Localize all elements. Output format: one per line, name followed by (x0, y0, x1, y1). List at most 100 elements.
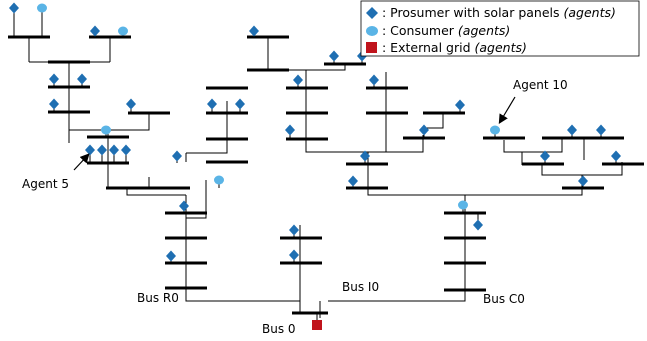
prosumer-icon (455, 99, 465, 111)
feeder-line-11 (126, 188, 186, 196)
prosumer-icon (578, 175, 588, 187)
legend-label: : External grid (382, 40, 474, 55)
legend-text-1: : Prosumer with solar panels (agents) (382, 5, 616, 20)
bus-bar-8 (128, 111, 170, 115)
consumer-icon (101, 125, 111, 135)
prosumer-icon (289, 224, 299, 236)
bus-c0-label: Bus C0 (483, 292, 525, 306)
bus-bar-38 (444, 236, 486, 240)
legend-box (360, 0, 640, 57)
prosumer-icon (166, 250, 176, 262)
bus-bar-12 (165, 236, 207, 240)
bus-bar-5 (48, 110, 90, 114)
bus-bar-21 (286, 86, 328, 90)
bus-i0-label: Bus I0 (342, 280, 379, 294)
prosumer-icon (121, 144, 131, 156)
feeder-line-21 (305, 140, 368, 153)
bus-bar-17 (206, 137, 248, 141)
bus-bar-14 (165, 286, 207, 290)
prosumer-icon (207, 98, 217, 110)
bus-bar-2 (89, 35, 131, 39)
prosumer-icon (540, 150, 550, 162)
feeder-line-6 (68, 122, 108, 131)
bus-bar-19 (247, 35, 289, 39)
prosumer-legend-icon (366, 7, 378, 19)
consumer-legend-icon (366, 26, 378, 36)
prosumer-icon (49, 98, 59, 110)
consumer-icon (458, 200, 468, 210)
bus-bar-39 (444, 261, 486, 265)
bus-bar-7 (87, 161, 129, 165)
bus-bar-20 (247, 68, 289, 72)
bus-bar-42 (280, 261, 322, 265)
bus-bar-23 (286, 137, 328, 141)
legend-text-3: : External grid (agents) (382, 40, 527, 55)
bus-r0-label: Bus R0 (137, 291, 179, 305)
bus-bar-37 (444, 211, 486, 215)
agent-10-label: Agent 10 (513, 78, 568, 92)
legend-agents-tag: (agents) (564, 5, 616, 20)
bus-bar-9 (106, 186, 148, 190)
bus-bar-25 (346, 162, 388, 166)
prosumer-icon (249, 25, 259, 37)
bus-bar-22 (286, 111, 328, 115)
feeder-line-8 (108, 113, 150, 131)
bus-bar-1 (8, 35, 50, 39)
prosumer-icon (77, 73, 87, 85)
bus-bar-36 (602, 162, 644, 166)
prosumer-icon (9, 2, 19, 14)
bus-bar-27 (366, 86, 408, 90)
feeder-line-9 (107, 152, 127, 189)
agent-5-label: Agent 5 (22, 177, 69, 191)
bus-bar-10 (148, 186, 190, 190)
prosumer-icon (369, 74, 379, 86)
bus-bar-3 (48, 60, 90, 64)
feeder-line-19 (306, 64, 346, 71)
feeder-line-29 (522, 138, 563, 153)
feeder-line-16 (186, 140, 228, 154)
prosumer-icon (329, 50, 339, 62)
prosumer-icon (126, 98, 136, 110)
prosumer-icon (109, 144, 119, 156)
agent-5-arrow (73, 153, 90, 171)
bus-bar-11 (165, 211, 207, 215)
bus-bar-32 (522, 162, 564, 166)
bus-bar-31 (483, 136, 525, 140)
bus-bar-18 (206, 160, 248, 164)
prosumer-icon (235, 98, 245, 110)
bus-bar-6 (87, 135, 129, 139)
legend-text-2: : Consumer (agents) (382, 23, 510, 38)
prosumer-icon (611, 150, 621, 162)
bus-bar-41 (280, 236, 322, 240)
bus-bar-43 (292, 311, 328, 315)
prosumer-icon (289, 249, 299, 261)
feeder-line-32 (582, 162, 623, 176)
prosumer-icon (348, 175, 358, 187)
consumer-icon (118, 26, 128, 36)
feeder-line-10 (127, 177, 150, 189)
bus-bar-13 (165, 261, 207, 265)
legend-agents-tag: (agents) (474, 40, 526, 55)
bus-bar-16 (206, 111, 248, 115)
bus-bar-4 (48, 85, 90, 89)
feeder-line-36 (328, 290, 466, 302)
bus-bar-30 (423, 111, 465, 115)
bus-bar-33 (542, 136, 584, 140)
consumer-icon (214, 175, 224, 185)
bus-bar-28 (366, 111, 408, 115)
feeder-line-28 (503, 140, 523, 165)
prosumer-icon (172, 150, 182, 162)
legend-label: : Prosumer with solar panels (382, 5, 564, 20)
prosumer-icon (179, 200, 189, 212)
bus-bar-34 (582, 136, 624, 140)
feeder-line-27 (423, 113, 444, 129)
prosumer-icon (567, 124, 577, 136)
prosumer-icon (473, 219, 483, 231)
bus-bar-26 (346, 186, 388, 190)
feeder-line-25 (367, 165, 465, 196)
bus-bar-24 (324, 62, 366, 66)
prosumer-icon (85, 144, 95, 156)
feeder-line-33 (465, 188, 583, 196)
prosumer-icon (90, 25, 100, 37)
